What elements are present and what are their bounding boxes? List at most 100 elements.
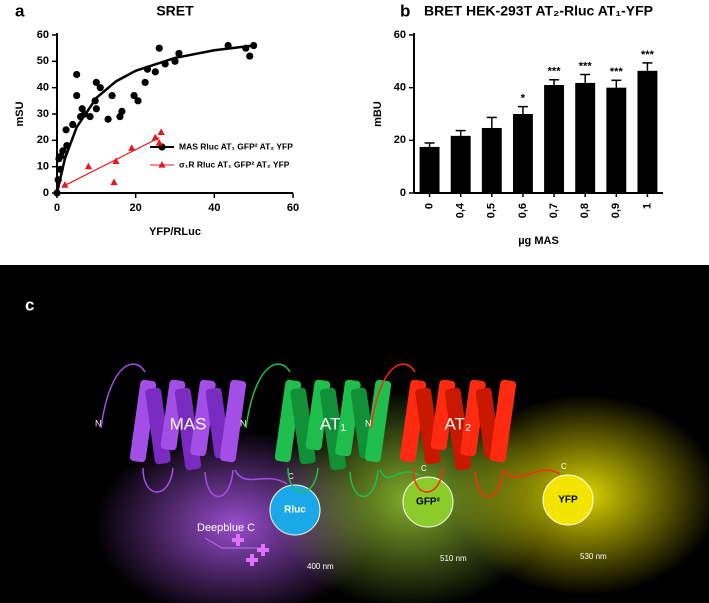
legend-marker [158, 161, 166, 168]
bar [512, 114, 533, 193]
n-loop [370, 363, 416, 429]
substrate-molecule [257, 544, 269, 556]
point [171, 57, 179, 65]
substrate-label: Deepblue C [197, 522, 255, 534]
point [155, 138, 163, 146]
point [80, 110, 89, 118]
point [84, 162, 93, 170]
bar [450, 135, 471, 193]
panel-label: c [25, 295, 34, 314]
point [96, 84, 104, 92]
point [151, 68, 159, 76]
wavelength: 400 nm [307, 562, 334, 571]
tag-protein [402, 476, 454, 528]
point [110, 178, 118, 186]
x-tick-label: 20 [130, 202, 142, 214]
x-tick-label: 0,9 [610, 203, 622, 218]
point [141, 78, 149, 86]
diagram: c N MAS Rluc C 400 nm N AT₁ GFP² C 510 nm N AT₂ YFP C 5… [25, 295, 607, 571]
point [143, 65, 152, 73]
legend-label: σ₁R Rluc AT₁ GFP² AT₂ YFP [179, 159, 290, 169]
point [104, 115, 112, 123]
tag-protein [542, 474, 594, 526]
helix [219, 379, 247, 463]
x-tick-label: 0,8 [579, 203, 591, 218]
point [53, 189, 61, 197]
wavelength: 530 nm [580, 552, 607, 561]
c-terminus: C [421, 464, 427, 473]
substrate-molecule [246, 554, 258, 566]
x-tick-label: 40 [208, 202, 220, 214]
c-linker [504, 469, 561, 478]
point [134, 97, 142, 105]
bar [481, 127, 502, 193]
point [128, 144, 136, 151]
point [175, 49, 183, 58]
substrate-molecule [232, 534, 244, 546]
helix [489, 379, 517, 463]
y-tick-label: 10 [37, 161, 49, 173]
bar [606, 87, 627, 193]
point [92, 105, 100, 113]
fit-line [62, 137, 160, 187]
panel-label: a [15, 1, 25, 20]
point [92, 78, 100, 86]
significance-label: *** [610, 66, 624, 78]
point [151, 133, 159, 141]
y-tick-label: 20 [394, 134, 406, 146]
bar [637, 70, 658, 193]
n-loop [245, 363, 291, 429]
x-tick-label: 1 [641, 203, 653, 209]
y-tick-label: 60 [37, 29, 49, 41]
n-loop [100, 363, 146, 429]
point [157, 128, 165, 136]
chart-title: SRET [156, 3, 194, 19]
point [250, 41, 258, 50]
tag-name: YFP [558, 495, 578, 506]
significance-label: *** [548, 66, 562, 78]
y-tick-label: 0 [43, 187, 49, 199]
receptor-name: MAS [170, 414, 207, 433]
point [73, 91, 81, 100]
bar [575, 82, 596, 193]
significance-label: * [521, 93, 526, 105]
x-tick-label: 0 [423, 203, 435, 209]
point [54, 176, 62, 184]
loops [287, 467, 379, 498]
loops [412, 467, 504, 498]
helix [364, 379, 392, 463]
c-terminus: C [288, 472, 294, 481]
bar [419, 146, 440, 193]
tag-protein [269, 484, 321, 536]
panel-label: b [400, 1, 410, 20]
x-tick-label: 0,4 [455, 202, 467, 218]
point [246, 52, 254, 60]
point [112, 157, 120, 164]
n-terminus: N [365, 418, 372, 428]
c-terminus: C [561, 462, 567, 471]
y-tick-label: 0 [400, 187, 406, 199]
c-linker [379, 469, 421, 479]
point [242, 44, 250, 52]
significance-label: *** [579, 60, 593, 72]
y-tick-label: 50 [37, 55, 49, 67]
point [155, 44, 163, 52]
fit-line [55, 44, 254, 194]
x-tick-label: 60 [287, 202, 299, 214]
point [62, 126, 70, 134]
legend-label: MAS Rluc AT₁ GFP² AT₂ YFP [179, 141, 293, 151]
x-tick-label: 0,5 [486, 203, 498, 218]
y-tick-label: 40 [394, 82, 406, 94]
y-axis-label: mBU [372, 101, 384, 127]
point [59, 147, 67, 155]
x-axis-label: YFP/RLuc [149, 226, 201, 238]
y-tick-label: 20 [37, 134, 49, 146]
n-terminus: N [240, 418, 247, 428]
y-axis-label: mSU [14, 101, 26, 126]
significance-label: *** [641, 49, 655, 61]
y-tick-label: 60 [394, 29, 406, 41]
point [118, 107, 126, 115]
point [91, 97, 99, 105]
y-tick-label: 30 [37, 108, 49, 120]
